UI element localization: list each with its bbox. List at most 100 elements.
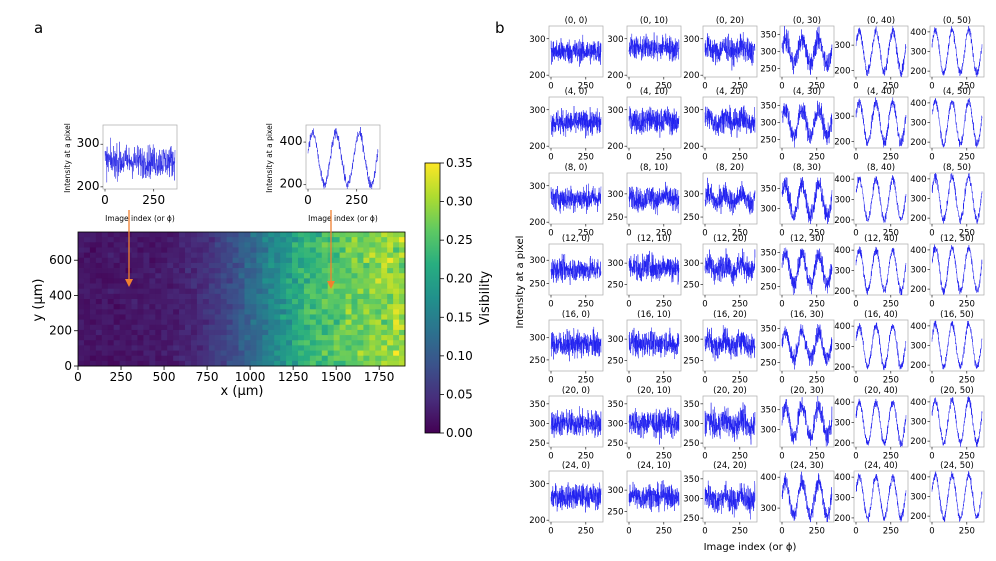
heatmap-cell	[268, 247, 275, 254]
heatmap-cell	[387, 304, 394, 310]
heatmap-cell	[167, 314, 174, 321]
heatmap-cell	[339, 324, 346, 331]
xtick-label: 0	[548, 229, 553, 239]
heatmap-cell	[357, 360, 364, 367]
heatmap-cell	[190, 299, 198, 305]
heatmap-cell	[399, 329, 406, 336]
heatmap-cell	[214, 257, 222, 264]
heatmap-cell	[78, 262, 85, 269]
xtick-label: 0	[853, 82, 858, 92]
heatmap-cell	[309, 314, 317, 321]
heatmap-cell	[190, 242, 198, 248]
heatmap-cell	[208, 268, 216, 274]
ytick-label: 200	[910, 512, 926, 522]
heatmap-cell	[113, 247, 121, 254]
heatmap-cell	[315, 247, 323, 254]
heatmap-cell	[226, 283, 233, 290]
heatmap-cell	[363, 237, 370, 243]
heatmap-cell	[202, 247, 210, 254]
heatmap-cell	[161, 242, 168, 248]
heatmap-cell	[256, 304, 263, 310]
heatmap-cell	[190, 252, 198, 259]
heatmap-cell	[381, 293, 388, 300]
heatmap-cell	[220, 345, 228, 351]
ytick-label: 200	[529, 218, 545, 228]
heatmap-cell	[250, 335, 257, 341]
heatmap-cell	[297, 273, 305, 279]
heatmap-cell	[339, 268, 346, 274]
heatmap-cell	[95, 273, 103, 279]
heatmap-cell	[220, 262, 228, 269]
intensity-trace	[931, 172, 983, 225]
heatmap-cell	[137, 319, 144, 326]
heatmap-cell	[190, 232, 198, 238]
heatmap-cell	[202, 355, 210, 362]
ytick-label: 200	[834, 439, 850, 449]
heatmap-cell	[220, 273, 228, 279]
heatmap-cell	[286, 232, 293, 238]
heatmap-cell	[101, 242, 109, 248]
ytick-label: 300	[683, 335, 699, 345]
heatmap-cell	[131, 278, 138, 284]
heatmap-cell	[339, 283, 346, 290]
heatmap-cell	[268, 350, 275, 357]
heatmap-cell	[185, 262, 192, 269]
heatmap-cell	[226, 252, 233, 259]
heatmap-cell	[220, 309, 228, 315]
plot-frame	[929, 96, 985, 149]
heatmap-cell	[155, 273, 162, 279]
ytick-label: 400	[280, 134, 303, 148]
colorbar-tick-label: 0.20	[446, 272, 473, 286]
heatmap-cell	[167, 268, 174, 274]
heatmap-cell	[214, 340, 222, 346]
heatmap-cell	[208, 319, 216, 326]
heatmap-cell	[309, 324, 317, 331]
heatmap-cell	[155, 309, 162, 315]
heatmap-cell	[131, 304, 138, 310]
heatmap-cell	[179, 242, 186, 248]
heatmap-cell	[280, 314, 287, 321]
subplot-title: (24, 10)	[637, 461, 671, 471]
heatmap-cell	[315, 345, 323, 351]
ytick-label: 400	[834, 473, 850, 483]
ytick-label: 200	[607, 142, 623, 152]
heatmap-cell	[125, 345, 132, 351]
heatmap-cell	[101, 335, 109, 341]
heatmap-cell	[113, 273, 121, 279]
heatmap-cell	[167, 324, 174, 331]
heatmap-cell	[95, 247, 103, 254]
heatmap-cell	[315, 350, 323, 357]
xtick-label: 250	[578, 300, 594, 310]
heatmap-cell	[369, 309, 376, 315]
heatmap-cell	[119, 299, 126, 305]
ytick-label: 400	[910, 398, 926, 408]
heatmap-cell	[179, 329, 186, 336]
heatmap-cell	[119, 283, 126, 290]
heatmap-cell	[113, 350, 121, 357]
heatmap-cell	[208, 309, 216, 315]
heatmap-cell	[119, 247, 126, 254]
heatmap-cell	[375, 350, 382, 357]
heatmap-cell	[387, 319, 394, 326]
heatmap-cell	[262, 309, 269, 315]
heatmap-ytick-label: 400	[49, 288, 72, 302]
heatmap-cell	[268, 324, 275, 331]
heatmap-cell	[95, 288, 103, 295]
heatmap-cell	[321, 360, 329, 367]
heatmap-cell	[399, 309, 406, 315]
heatmap-cell	[232, 350, 239, 357]
heatmap-cell	[309, 268, 317, 274]
heatmap-cell	[107, 252, 115, 259]
heatmap-cell	[173, 242, 180, 248]
heatmap-cell	[95, 350, 103, 357]
heatmap-cell	[89, 350, 97, 357]
heatmap-cell	[345, 278, 352, 284]
heatmap-cell	[297, 355, 305, 362]
heatmap-cell	[315, 273, 323, 279]
xtick-label: 250	[809, 527, 825, 537]
heatmap-cell	[155, 329, 162, 336]
xtick-label: 0	[626, 452, 631, 462]
heatmap-cell	[226, 335, 233, 341]
heatmap-cell	[393, 309, 400, 315]
